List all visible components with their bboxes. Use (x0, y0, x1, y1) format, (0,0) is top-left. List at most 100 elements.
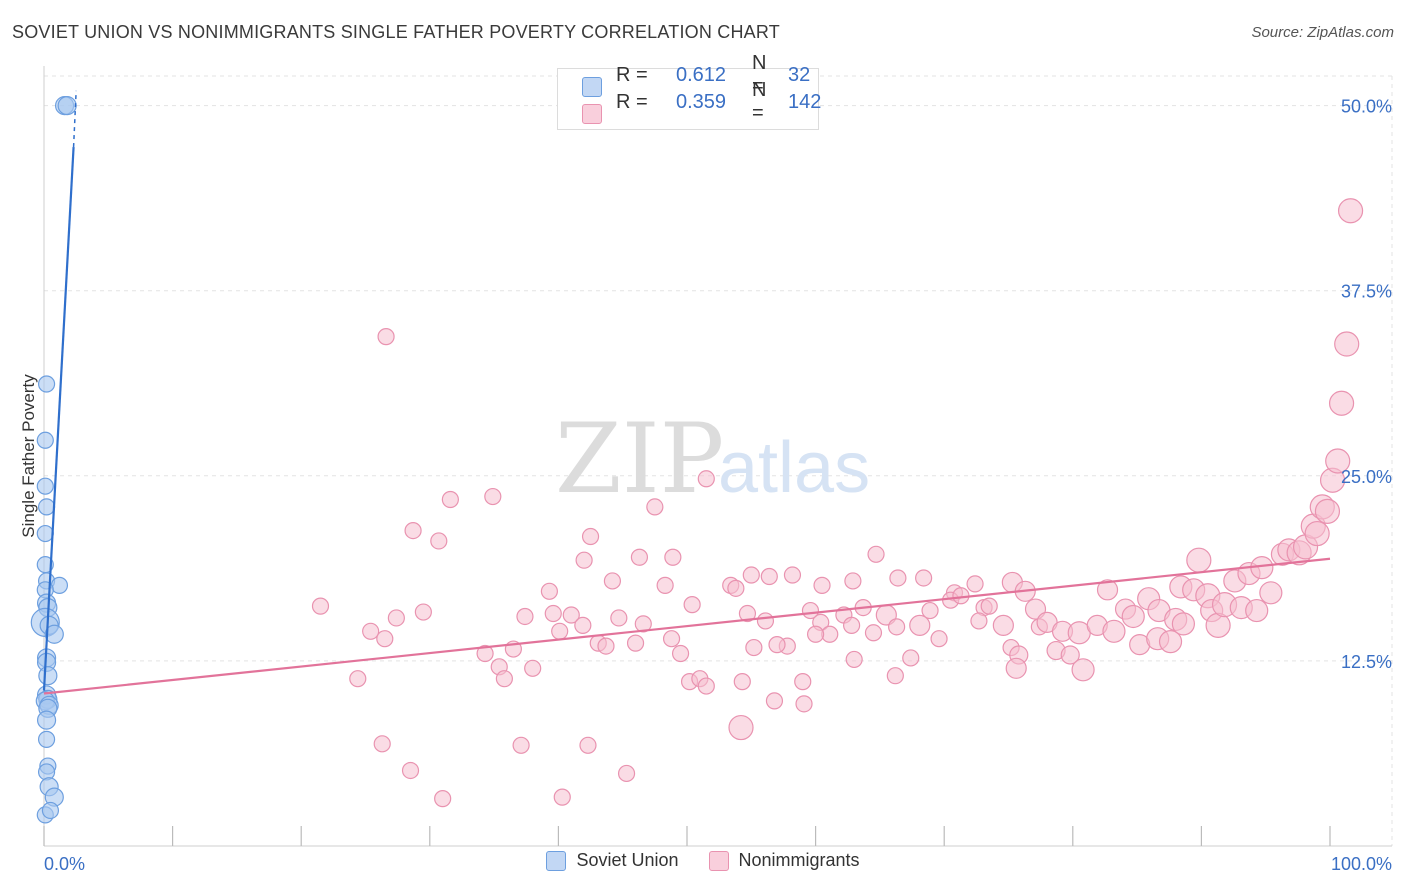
soviet-union-trend-line (42, 147, 75, 691)
nonimmigrants-point (377, 328, 395, 346)
soviet-union-point (50, 576, 69, 594)
r-label: R = (616, 90, 648, 113)
nonimmigrants-point (574, 616, 592, 634)
nonimmigrants-point (376, 630, 394, 648)
soviet-union-point (38, 666, 58, 686)
nonimmigrants-point (697, 677, 715, 695)
legend-label-nonimmigrants: Nonimmigrants (738, 850, 860, 870)
nonimmigrants-point (544, 604, 562, 623)
soviet-union-point (36, 710, 57, 730)
nonimmigrants-point (597, 637, 615, 655)
nonimmigrants-point (728, 714, 754, 741)
nonimmigrants-point (495, 670, 513, 688)
nonimmigrants-point (768, 636, 786, 654)
stats-legend: R = 0.612 N = 32 R = 0.359 N = 142 (557, 52, 821, 130)
soviet-union-point (36, 524, 54, 543)
nonimmigrants-point (930, 630, 948, 648)
nonimmigrants-point (1060, 645, 1080, 665)
nonimmigrants-point (1334, 331, 1360, 357)
y-tick-label-2: 37.5% (1341, 282, 1392, 302)
r-label: R = (616, 63, 648, 86)
nonimmigrants-point (1259, 581, 1283, 605)
nonimmigrants-point (562, 606, 580, 624)
nonimmigrants-point (311, 597, 330, 615)
nonimmigrants-point (373, 735, 391, 753)
nonimmigrants-point (617, 764, 636, 783)
nonimmigrants-point (1121, 604, 1145, 629)
nonimmigrants-point (889, 569, 907, 587)
soviet-union-point (57, 96, 77, 116)
soviet-union-point (36, 477, 54, 495)
nonimmigrants-point (630, 548, 649, 566)
soviet-union-trend-extension (72, 90, 77, 148)
chart-legend: Soviet Union Nonimmigrants (0, 850, 1406, 871)
soviet-union-point (36, 431, 54, 449)
nonimmigrants-point (626, 634, 645, 652)
nonimmigrants-point (404, 521, 422, 540)
nonimmigrants-point (765, 692, 784, 710)
nonimmigrants-point (603, 572, 622, 590)
nonimmigrants-point (387, 609, 405, 627)
nonimmigrants-point (980, 597, 998, 615)
nonimmigrants-point (813, 576, 831, 594)
nonimmigrants-point (909, 614, 931, 636)
tick-labels: 12.5% 25.0% 37.5% 50.0% 0.0% 100.0% (44, 97, 1392, 874)
nonimmigrants-point (921, 601, 939, 620)
nonimmigrants-point (634, 615, 652, 633)
nonimmigrants-point (516, 607, 534, 626)
nonimmigrants-point (733, 673, 751, 691)
nonimmigrants-point (1186, 547, 1212, 573)
nonimmigrants-point (845, 650, 863, 669)
nonimmigrants-point (671, 644, 690, 663)
nonimmigrants-point (1171, 612, 1195, 636)
nonimmigrants-point (664, 548, 682, 566)
nonimmigrants-swatch (582, 104, 602, 124)
nonimmigrants-point (1102, 619, 1126, 643)
legend-swatch-nonimmigrants (708, 850, 729, 871)
nonimmigrants-point (579, 736, 597, 754)
legend-item-nonimmigrants[interactable]: Nonimmigrants (708, 850, 860, 871)
y-tick-label-3: 50.0% (1341, 97, 1392, 117)
soviet-union-point (37, 730, 56, 748)
nonimmigrants-point (476, 644, 494, 663)
nonimmigrants-point (512, 736, 530, 754)
nonimmigrants-point (1005, 657, 1027, 679)
nonimmigrants-trend-line (43, 557, 1331, 695)
legend-item-soviet-union[interactable]: Soviet Union (546, 850, 679, 871)
nonimmigrants-point (575, 551, 593, 569)
nonimmigrants-point (760, 567, 778, 586)
nonimmigrants-point (888, 618, 906, 636)
r-value-soviet-union: 0.612 (676, 63, 727, 86)
nonimmigrants-point (349, 670, 367, 688)
nonimmigrants-point (844, 572, 862, 590)
nonimmigrants-point (795, 695, 813, 713)
nonimmigrants-point (745, 638, 763, 657)
nonimmigrants-point (886, 667, 904, 685)
nonimmigrants-points (311, 198, 1364, 808)
nonimmigrants-point (742, 566, 760, 584)
nonimmigrants-point (806, 625, 825, 643)
x-tick-label-0: 0.0% (44, 854, 85, 874)
nonimmigrants-point (414, 603, 432, 621)
soviet-union-point (37, 375, 56, 393)
nonimmigrants-point (992, 614, 1014, 636)
nonimmigrants-point (581, 527, 600, 546)
nonimmigrants-point (902, 649, 920, 667)
nonimmigrants-point (662, 630, 681, 648)
nonimmigrants-point (656, 576, 674, 594)
nonimmigrants-point (1328, 390, 1355, 416)
nonimmigrants-point (783, 566, 802, 584)
nonimmigrants-point (867, 545, 885, 563)
watermark-atlas: atlas (718, 428, 870, 508)
nonimmigrants-point (434, 790, 452, 808)
nonimmigrants-point (1245, 598, 1269, 623)
nonimmigrants-point (727, 579, 745, 597)
nonimmigrants-point (1337, 198, 1364, 224)
nonimmigrants-point (646, 498, 664, 516)
nonimmigrants-point (1304, 520, 1330, 547)
n-label: N = (752, 79, 767, 124)
nonimmigrants-point (843, 616, 861, 634)
nonimmigrants-point (738, 604, 757, 623)
nonimmigrants-point (1158, 630, 1183, 654)
r-value-nonimmigrants: 0.359 (676, 90, 727, 113)
